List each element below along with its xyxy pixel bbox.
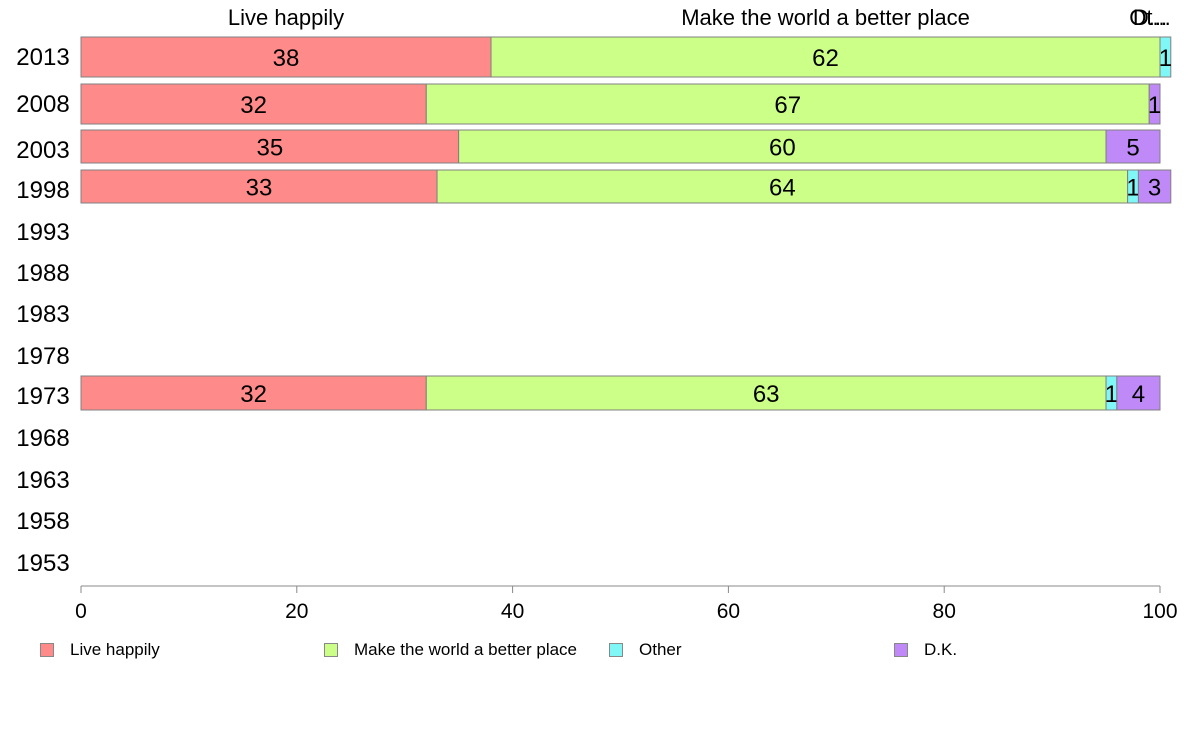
legend: Live happily Make the world a better plac… xyxy=(0,636,1188,666)
year-label-2013: 2013 xyxy=(16,44,69,71)
bar-label-2003-0: 35 xyxy=(256,135,283,162)
bar-label-1973-1: 63 xyxy=(753,381,780,408)
top-label-1: Make the world a better place xyxy=(681,5,970,30)
bar-2008-d-k- xyxy=(1148,83,1161,125)
bar-label-2008-1: 67 xyxy=(774,92,801,119)
year-label-1968: 1968 xyxy=(16,425,69,452)
legend-swatch xyxy=(324,643,338,657)
bar-1973-live-happily xyxy=(80,375,427,411)
bar-2008-live-happily xyxy=(80,83,427,125)
year-label-2008: 2008 xyxy=(16,91,69,118)
legend-item-live-happily: Live happily xyxy=(40,636,160,664)
legend-swatch xyxy=(40,643,54,657)
legend-label: D.K. xyxy=(924,640,958,659)
bar-label-2013-0: 38 xyxy=(273,45,300,72)
bar-label-1973-3: 4 xyxy=(1132,381,1145,408)
year-label-1953: 1953 xyxy=(16,550,69,577)
bar-1973-d-k- xyxy=(1116,375,1161,411)
top-label-3: D... xyxy=(1133,5,1167,30)
y-axis-labels: 2013 2008 2003 1998 1993 1988 1983 1978 1973 1968… xyxy=(16,44,69,577)
bar-label-2013-2: 1 xyxy=(1159,45,1172,72)
bar-label-1998-3: 3 xyxy=(1148,175,1161,202)
bar-label-2013-1: 62 xyxy=(812,45,839,72)
x-tick-label-80: 80 xyxy=(933,600,956,623)
top-category-labels: Live happily Make the world a better plac… xyxy=(228,5,1171,30)
bar-2003-d-k- xyxy=(1105,129,1161,164)
stacked-bar-chart: Live happily Make the world a better plac… xyxy=(16,5,1178,623)
bar-2003-make-the-world-a-better-place xyxy=(458,129,1107,164)
legend-label: Live happily xyxy=(70,640,160,659)
year-label-2003: 2003 xyxy=(16,137,69,164)
bar-2008-make-the-world-a-better-place xyxy=(425,83,1150,125)
bar-label-1973-0: 32 xyxy=(240,381,267,408)
bar-2013-other xyxy=(1159,36,1172,78)
year-label-1978: 1978 xyxy=(16,343,69,370)
bar-label-1998-2: 1 xyxy=(1126,175,1139,202)
legend-item-make-the-world-a-better-place: Make the world a better place xyxy=(324,636,577,664)
x-tick-label-60: 60 xyxy=(717,600,740,623)
year-label-1958: 1958 xyxy=(16,508,69,535)
bar-label-2008-0: 32 xyxy=(240,92,267,119)
bar-label-2008-3: 1 xyxy=(1148,92,1161,119)
bar-2013-live-happily xyxy=(80,36,492,78)
bars: 38 62 132 67 135 60 533 64 1 332 63 1 4 xyxy=(80,36,1172,411)
legend-item-d-k-: D.K. xyxy=(894,636,957,664)
bar-1973-make-the-world-a-better-place xyxy=(425,375,1107,411)
legend-swatch xyxy=(894,643,908,657)
legend-label: Make the world a better place xyxy=(354,640,578,659)
x-axis: 0 20 40 60 80 100 xyxy=(75,585,1178,623)
bar-1998-make-the-world-a-better-place xyxy=(436,169,1129,204)
x-tick-label-20: 20 xyxy=(285,600,308,623)
bar-1998-live-happily xyxy=(80,169,438,204)
bar-2013-make-the-world-a-better-place xyxy=(490,36,1161,78)
year-label-1963: 1963 xyxy=(16,467,69,494)
bar-label-2003-3: 5 xyxy=(1126,135,1139,162)
top-label-0: Live happily xyxy=(228,5,344,30)
year-label-1988: 1988 xyxy=(16,260,69,287)
year-label-1973: 1973 xyxy=(16,383,69,410)
year-label-1998: 1998 xyxy=(16,177,69,204)
x-tick-label-0: 0 xyxy=(75,600,87,623)
x-tick-label-40: 40 xyxy=(501,600,524,623)
x-tick-label-100: 100 xyxy=(1142,600,1177,623)
bar-2003-live-happily xyxy=(80,129,460,164)
bar-1998-d-k- xyxy=(1137,169,1172,204)
top-label-2: Ot... xyxy=(1129,5,1171,30)
bar-label-1998-0: 33 xyxy=(246,175,273,202)
legend-label: Other xyxy=(639,640,682,659)
legend-item-other: Other xyxy=(609,636,682,664)
bar-label-1998-1: 64 xyxy=(769,175,796,202)
year-label-1993: 1993 xyxy=(16,219,69,246)
bar-label-1973-2: 1 xyxy=(1105,381,1118,408)
legend-swatch xyxy=(609,643,623,657)
bar-label-2003-1: 60 xyxy=(769,135,796,162)
year-label-1983: 1983 xyxy=(16,301,69,328)
